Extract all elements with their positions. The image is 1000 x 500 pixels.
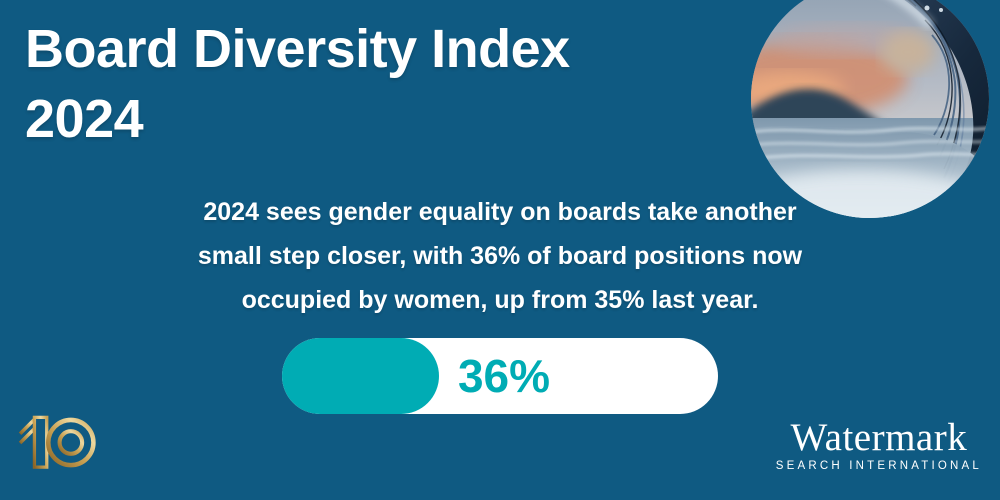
subtitle-line-3: occupied by women, up from 35% last year… — [241, 286, 759, 314]
subtitle-line-2: small step closer, with 36% of board pos… — [197, 242, 803, 270]
progress-bar: 36% — [282, 338, 718, 414]
subtitle-line-1: 2024 sees gender equality on boards take… — [203, 198, 797, 226]
anniversary-10-logo — [18, 415, 96, 469]
brand-tagline: SEARCH INTERNATIONAL — [775, 460, 982, 472]
page-title-line-1: Board Diversity Index — [25, 19, 570, 79]
progress-fill — [282, 338, 439, 414]
gold-10-icon — [18, 415, 96, 469]
page-title: Board Diversity Index 2024 — [25, 14, 570, 154]
ocean-wave-illustration — [751, 0, 989, 218]
progress-value: 36% — [457, 350, 551, 402]
subtitle-text: 2024 sees gender equality on boards take… — [0, 190, 1000, 322]
page-title-line-2: 2024 — [25, 89, 144, 149]
brand-wordmark: Watermark — [790, 416, 968, 459]
brand-logo: Watermark SEARCH INTERNATIONAL — [775, 416, 982, 473]
ocean-wave-image — [751, 0, 989, 218]
